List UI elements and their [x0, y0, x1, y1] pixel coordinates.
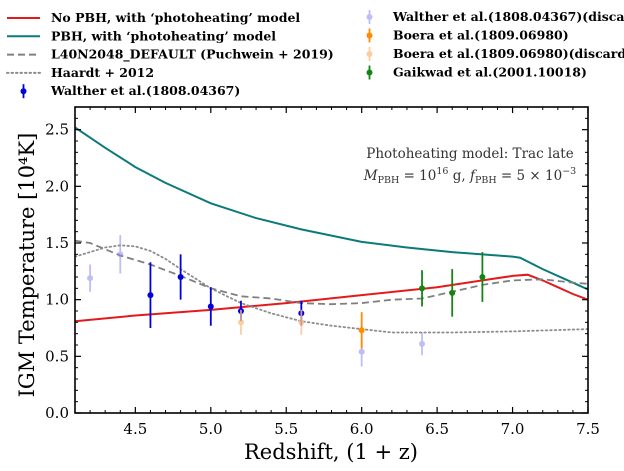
data-point [87, 275, 94, 282]
obs-point-1-3 [419, 332, 426, 356]
x-tick-label: 5.5 [274, 420, 298, 438]
data-point [479, 274, 486, 280]
series-line-1 [75, 126, 588, 291]
legend-swatch-marker [20, 84, 27, 99]
data-point [419, 285, 426, 292]
plot-area: 4.5 5.0 5.5 6.0 6.5 7.0 7.5 0.0 0.5 1.0 1.5 2.0 2.5 [45, 106, 600, 438]
data-point [177, 274, 184, 280]
x-tick-label: 4.5 [123, 420, 147, 438]
legend-entry: Boera et al.(1809.06980) [366, 28, 569, 43]
legend-label: Walther et al.(1808.04367) [50, 83, 240, 98]
legend-swatch-marker [366, 65, 373, 80]
obs-point-3-1 [298, 309, 305, 335]
legend-swatch-marker [366, 28, 373, 43]
y-tick-label: 1.5 [45, 234, 69, 252]
legend-entry: PBH, with ‘photoheating’ model [7, 28, 276, 43]
obs-point-1-1 [117, 235, 124, 274]
data-point [419, 340, 426, 347]
data-point [237, 319, 244, 326]
obs-point-1-0 [87, 264, 94, 292]
x-tick-label: 6.0 [350, 420, 374, 438]
legend-entry: No PBH, with ‘photoheating’ model [7, 10, 300, 25]
legend-label: PBH, with ‘photoheating’ model [51, 28, 276, 43]
legend-entry: L40N2048_DEFAULT (Puchwein + 2019) [7, 47, 334, 63]
x-tick-label: 7.5 [576, 420, 600, 438]
annotation-model: Photoheating model: Trac late [366, 146, 573, 162]
data-point [147, 292, 154, 299]
legend-entry: Gaikwad et al.(2001.10018) [366, 65, 587, 80]
obs-point-4-0 [419, 270, 426, 307]
obs-point-0-0 [147, 262, 154, 328]
x-tick-label: 6.5 [425, 420, 449, 438]
annotation-params: MPBH = 1016 g, fPBH = 5 × 10−3 [363, 166, 576, 186]
data-point [117, 251, 124, 258]
data-point [449, 289, 456, 296]
legend-label: Walther et al.(1808.04367)(discarded) [392, 9, 624, 24]
legend-column-left: No PBH, with ‘photoheating’ model PBH, wi… [6, 10, 334, 99]
obs-point-4-2 [479, 252, 486, 302]
y-tick-label: 0.5 [45, 347, 69, 365]
y-tick-label: 2.0 [45, 177, 69, 195]
x-tick-label: 5.0 [199, 420, 223, 438]
legend-entry: Walther et al.(1808.04367)(discarded) [366, 9, 624, 24]
data-point [298, 319, 305, 326]
legend-swatch-marker [366, 10, 373, 24]
legend-label: No PBH, with ‘photoheating’ model [51, 10, 300, 25]
x-axis-label: Redshift, (1 + z) [244, 440, 418, 464]
legend-entry: Walther et al.(1808.04367) [20, 83, 240, 99]
x-tick-label: 7.0 [501, 420, 525, 438]
legend-label: Boera et al.(1809.06980) [393, 28, 569, 43]
y-tick-label: 2.5 [45, 121, 69, 139]
obs-point-4-1 [449, 269, 456, 317]
obs-point-3-0 [237, 309, 244, 335]
legend: No PBH, with ‘photoheating’ model PBH, wi… [6, 9, 624, 99]
legend-label: L40N2048_DEFAULT (Puchwein + 2019) [51, 47, 334, 63]
x-axis-ticks: 4.5 5.0 5.5 6.0 6.5 7.0 7.5 [89, 107, 600, 438]
obs-point-0-1 [177, 254, 184, 300]
obs-point-2-0 [358, 312, 365, 349]
y-axis-ticks: 0.0 0.5 1.0 1.5 2.0 2.5 [45, 117, 588, 422]
y-tick-label: 0.0 [45, 404, 69, 422]
legend-entry: Boera et al.(1809.06980)(discarded) [366, 46, 624, 61]
legend-swatch-marker [366, 47, 373, 61]
legend-label: Haardt + 2012 [51, 65, 154, 80]
data-point [358, 327, 365, 334]
obs-point-0-2 [207, 287, 214, 326]
observations-layer [87, 235, 486, 367]
legend-column-right: Walther et al.(1808.04367)(discarded) Boe… [366, 9, 624, 80]
y-tick-label: 1.0 [45, 291, 69, 309]
legend-label: Boera et al.(1809.06980)(discarded) [393, 46, 624, 61]
legend-entry: Haardt + 2012 [6, 65, 154, 80]
data-point [207, 303, 214, 310]
data-point [358, 348, 365, 355]
y-axis-label: IGM Temperature [10⁴K] [15, 133, 39, 398]
legend-label: Gaikwad et al.(2001.10018) [393, 65, 587, 80]
